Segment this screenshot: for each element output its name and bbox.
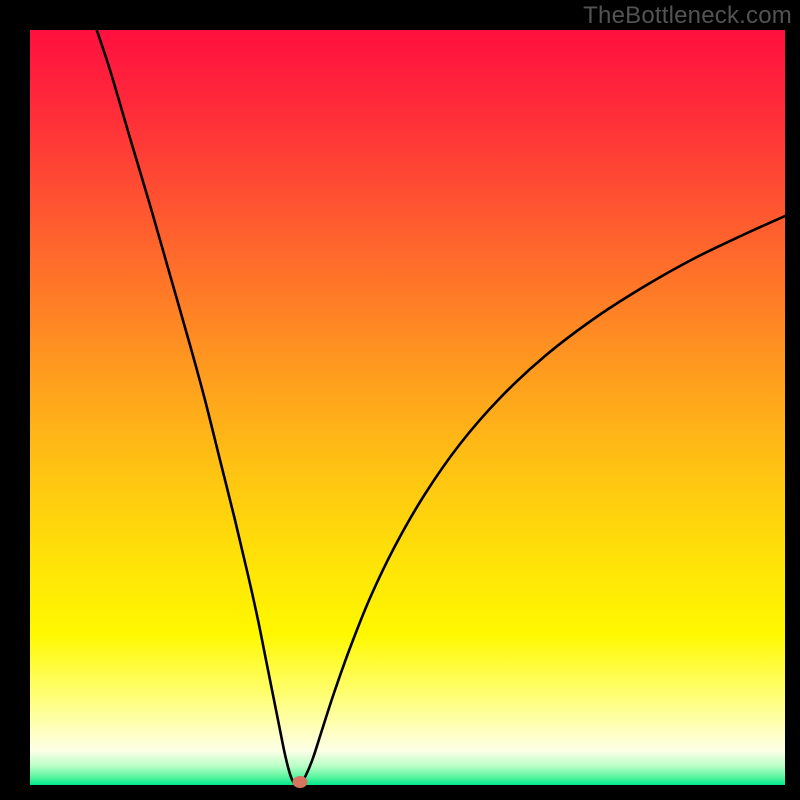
watermark-text: TheBottleneck.com xyxy=(583,2,792,30)
plot-background-gradient xyxy=(30,30,785,785)
bottleneck-curve-chart xyxy=(0,0,800,800)
plot-container xyxy=(0,0,800,800)
optimal-point-marker xyxy=(293,776,308,788)
